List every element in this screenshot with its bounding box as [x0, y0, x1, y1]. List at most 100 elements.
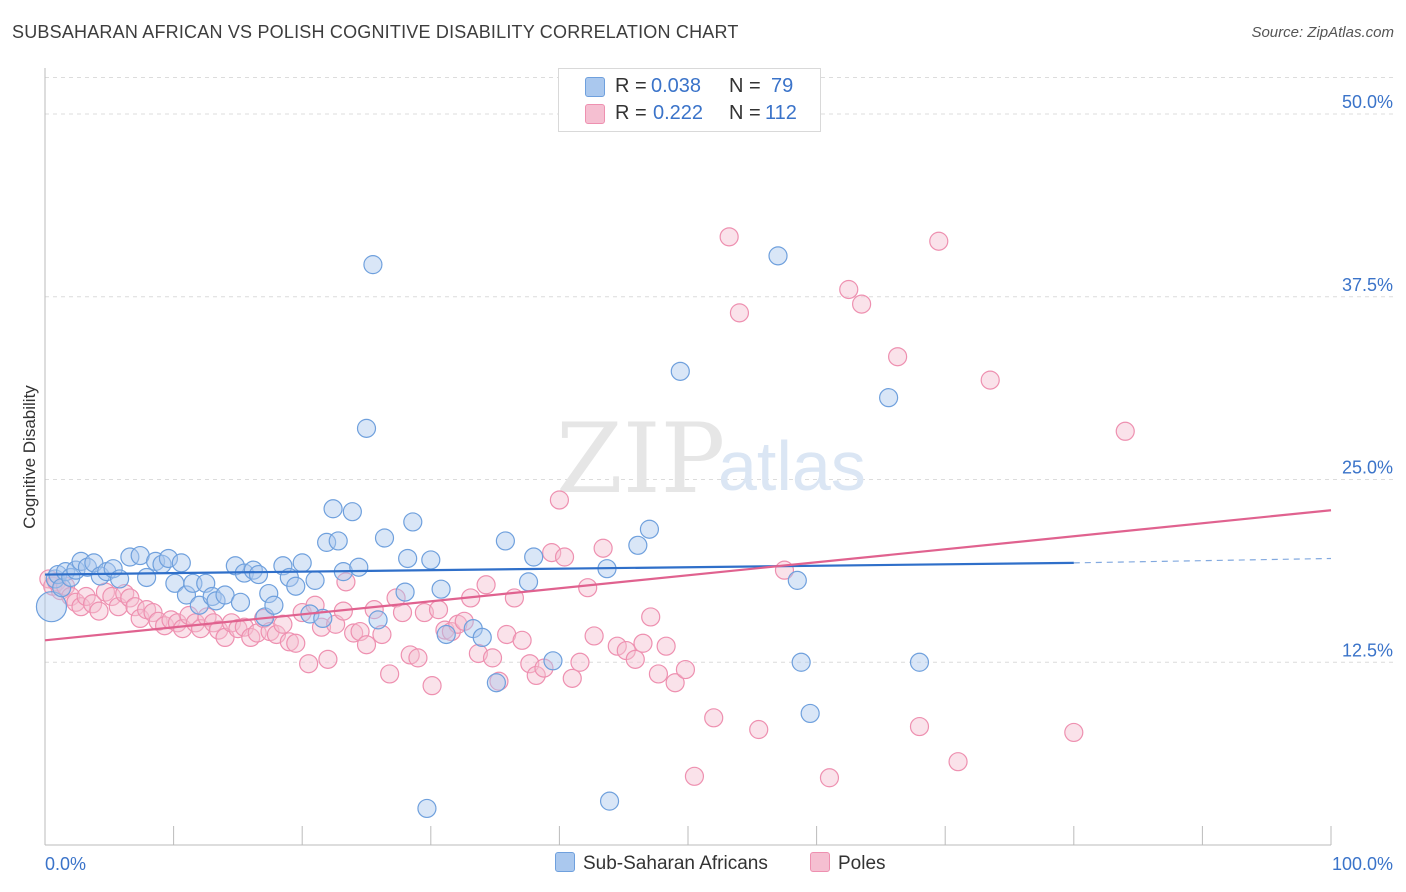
poles-point	[607, 636, 627, 656]
source-note: Source: ZipAtlas.com	[1251, 24, 1394, 41]
subsaharan-point	[328, 531, 348, 551]
poles-point	[482, 648, 503, 668]
subsaharan-point	[374, 528, 395, 548]
chart-title: SUBSAHARAN AFRICAN VS POLISH COGNITIVE D…	[12, 22, 739, 42]
poles-point	[665, 673, 685, 693]
poles-point	[408, 648, 428, 668]
subsaharan-point	[292, 553, 312, 573]
poles-point	[428, 600, 449, 620]
subsaharan-point	[436, 624, 456, 645]
poles-point	[414, 602, 434, 623]
poles-point	[364, 600, 384, 620]
subsaharan-point	[670, 361, 690, 381]
poles-point	[356, 635, 377, 655]
subsaharan-point	[55, 562, 76, 582]
y-tick-label: 50.0%	[1342, 92, 1393, 112]
poles-point	[476, 575, 496, 595]
subsaharan-point	[787, 570, 807, 590]
subsaharan-points	[35, 246, 930, 819]
legend-swatch-blue	[585, 77, 605, 97]
subsaharan-point	[599, 791, 620, 811]
subsaharan-point	[286, 576, 306, 596]
subsaharan-point	[543, 651, 563, 671]
subsaharan-point	[273, 556, 293, 576]
subsaharan-point	[313, 608, 333, 629]
subsaharan-point	[524, 547, 544, 567]
poles-point	[684, 766, 705, 786]
poles-point	[372, 624, 392, 645]
subsaharan-point	[323, 499, 343, 519]
y-axis-label: Cognitive Disability	[20, 385, 39, 529]
legend-n-value: 112	[765, 102, 797, 124]
poles-point	[441, 621, 461, 642]
poles-point	[82, 594, 103, 614]
poles-point	[318, 649, 338, 669]
poles-point	[719, 227, 739, 247]
y-tick-label: 12.5%	[1342, 640, 1393, 660]
poles-point	[819, 768, 840, 788]
legend-n-value: 79	[771, 75, 794, 97]
poles-point	[422, 676, 442, 696]
poles-point	[520, 654, 540, 674]
bottom-legend-poles: Poles	[810, 852, 886, 875]
subsaharan-point	[791, 652, 811, 672]
poles-point	[625, 649, 645, 669]
subsaharan-point	[264, 595, 284, 615]
poles-point	[839, 279, 859, 300]
bottom-legend-label: Poles	[838, 853, 886, 874]
subsaharan-point	[230, 592, 251, 612]
poles-point	[704, 708, 724, 728]
poles-point	[641, 607, 661, 627]
subsaharan-point	[495, 531, 515, 551]
subsaharan-point	[398, 548, 418, 569]
subsaharan-point	[248, 564, 269, 585]
poles-point	[89, 601, 109, 621]
poles-point	[675, 659, 696, 680]
subsaharan-point	[363, 255, 383, 275]
poles-point	[400, 645, 420, 665]
poles-point	[549, 490, 570, 510]
y-tick-label: 25.0%	[1342, 458, 1393, 478]
axes	[44, 68, 1332, 846]
poles-point	[633, 633, 653, 653]
poles-point	[392, 602, 413, 623]
subsaharan-point	[800, 703, 820, 724]
subsaharan-point	[421, 550, 441, 570]
legend-n-label: N =	[729, 75, 761, 97]
poles-point	[286, 633, 306, 653]
subsaharan-point	[120, 547, 140, 567]
poles-point	[929, 231, 949, 251]
watermark-zip: ZIP	[556, 403, 725, 515]
subsaharan-point	[486, 673, 506, 693]
bottom-legend-swatch-blue	[555, 852, 575, 872]
poles-point	[749, 719, 769, 740]
poles-point	[852, 294, 872, 314]
poles-point	[554, 547, 575, 567]
subsaharan-point	[356, 418, 377, 438]
poles-point	[909, 716, 930, 737]
subsaharan-trend-line	[44, 561, 1074, 576]
legend-r-label: R =	[615, 75, 647, 97]
subsaharan-point	[35, 591, 68, 623]
poles-point	[76, 586, 96, 607]
subsaharan-trend-extension	[1073, 557, 1332, 564]
poles-point	[468, 643, 488, 664]
poles-point	[344, 623, 364, 643]
subsaharan-point	[879, 388, 899, 408]
subsaharan-point	[518, 572, 539, 592]
bottom-legend-subsaharan: Sub-Saharan Africans	[555, 852, 768, 875]
poles-trend-line	[44, 509, 1332, 642]
poles-point	[380, 664, 400, 684]
poles-point	[299, 654, 319, 674]
tick-labels: 12.5% 25.0% 37.5% 50.0% 0.0% 100.0%	[45, 92, 1393, 874]
subsaharan-point	[472, 627, 492, 648]
poles-point	[584, 626, 604, 646]
bottom-legend-swatch-pink	[810, 852, 830, 872]
watermark-atlas: atlas	[718, 427, 866, 505]
correlation-legend: R = 0.038 N = 79 R = 0.222 N = 112	[558, 68, 821, 132]
poles-point	[656, 636, 676, 656]
x-tick-label: 100.0%	[1332, 854, 1393, 874]
poles-point	[888, 347, 908, 367]
poles-point	[593, 538, 613, 558]
